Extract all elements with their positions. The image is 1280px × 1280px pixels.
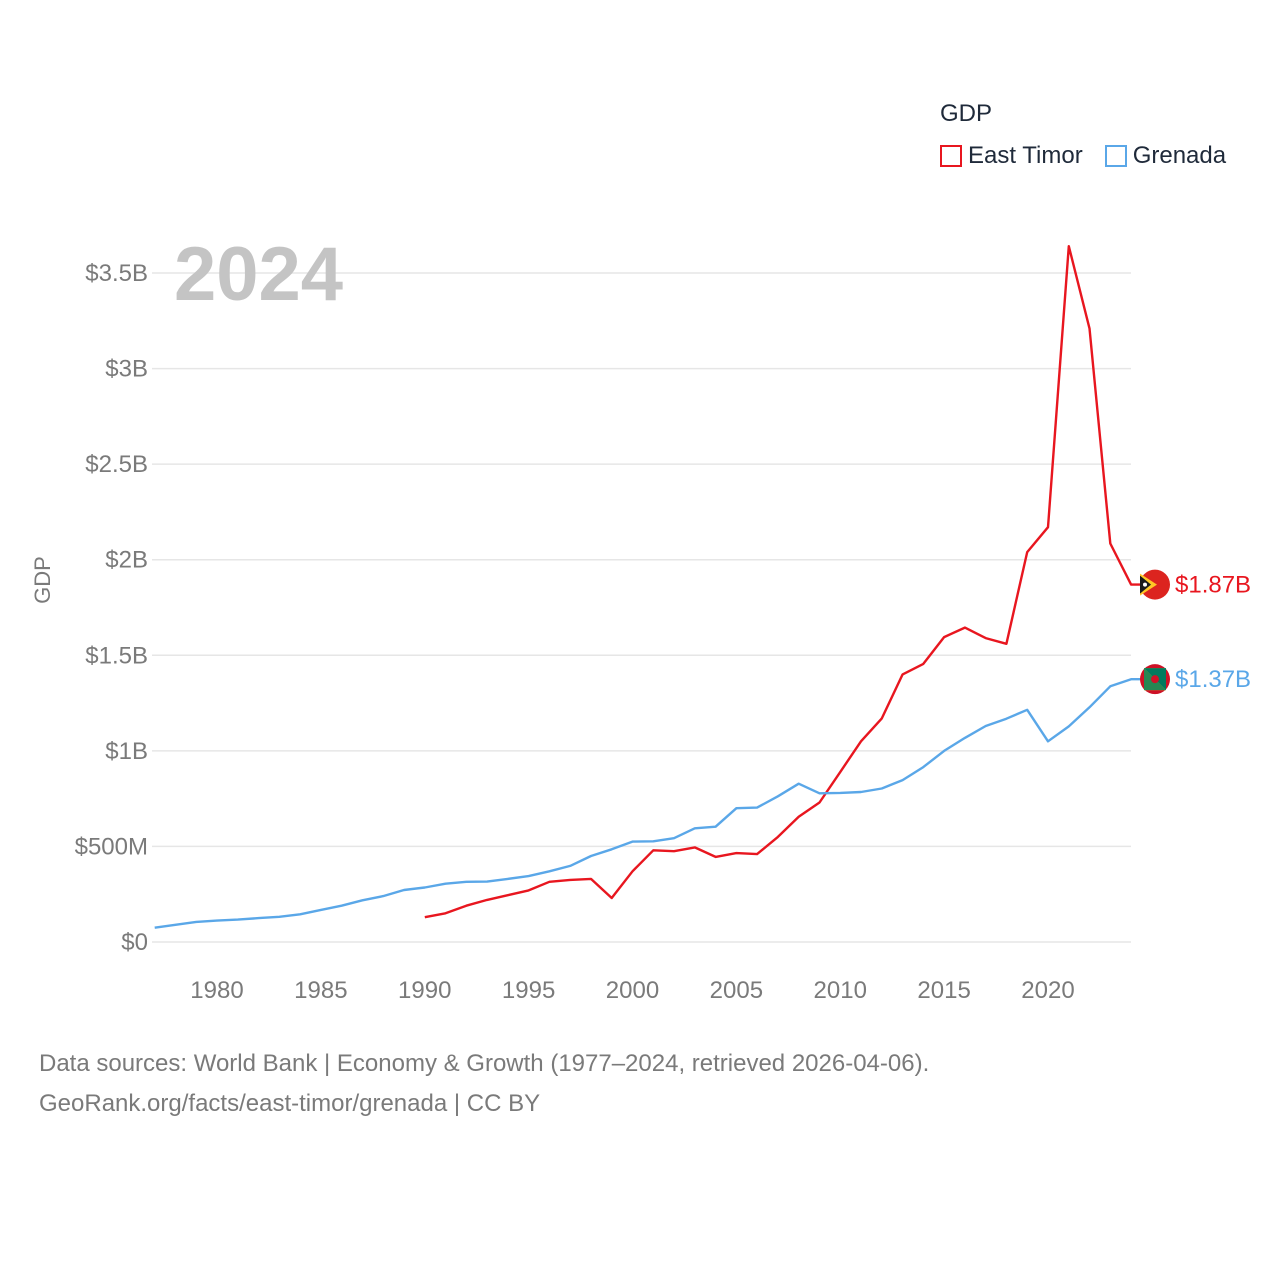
y-tick-label: $3.5B: [85, 260, 148, 287]
series-line-grenada: [154, 678, 1142, 929]
x-tick-label: 2010: [814, 977, 867, 1004]
source-link-text[interactable]: GeoRank.org/facts/east-timor/grenada | C…: [39, 1090, 541, 1117]
grenada-flag-icon: [1140, 664, 1170, 695]
y-tick-label: $2.5B: [85, 451, 148, 478]
x-tick-label: 2015: [917, 977, 970, 1004]
legend-item-east-timor[interactable]: East Timor: [940, 142, 1083, 170]
legend-swatch-grenada: [1104, 145, 1127, 167]
year-watermark: 2024: [174, 232, 343, 317]
legend-title: GDP: [940, 100, 993, 127]
legend-label-grenada: Grenada: [1132, 142, 1227, 169]
legend-swatch-east-timor: [940, 145, 962, 167]
x-tick-label: 1980: [190, 977, 243, 1004]
end-label-grenada: $1.37B: [1175, 666, 1251, 693]
y-tick-label: $1.5B: [85, 642, 148, 669]
y-tick-label: $2B: [105, 547, 148, 574]
y-tick-label: $3B: [105, 356, 148, 383]
y-tick-label: $0: [121, 929, 148, 956]
x-tick-label: 2005: [710, 977, 763, 1004]
y-tick-label: $1B: [105, 738, 148, 765]
x-tick-label: 1990: [398, 977, 451, 1004]
series-line-east-timor: [424, 244, 1142, 919]
y-tick-label: $500M: [75, 833, 148, 860]
legend-item-grenada[interactable]: Grenada: [1104, 142, 1227, 170]
footer: Data sources: World Bank | Economy & Gro…: [39, 1044, 929, 1124]
data-sources-text: Data sources: World Bank | Economy & Gro…: [39, 1050, 930, 1077]
x-tick-label: 2000: [606, 977, 659, 1004]
x-tick-label: 1985: [294, 977, 347, 1004]
legend-label-east-timor: East Timor: [968, 142, 1083, 169]
x-tick-label: 1995: [502, 977, 555, 1004]
east-timor-flag-icon: [1140, 569, 1170, 600]
y-axis-label: GDP: [30, 556, 55, 604]
x-tick-label: 2020: [1021, 977, 1074, 1004]
legend: East Timor Grenada: [940, 142, 1226, 170]
end-label-east-timor: $1.87B: [1175, 572, 1251, 599]
